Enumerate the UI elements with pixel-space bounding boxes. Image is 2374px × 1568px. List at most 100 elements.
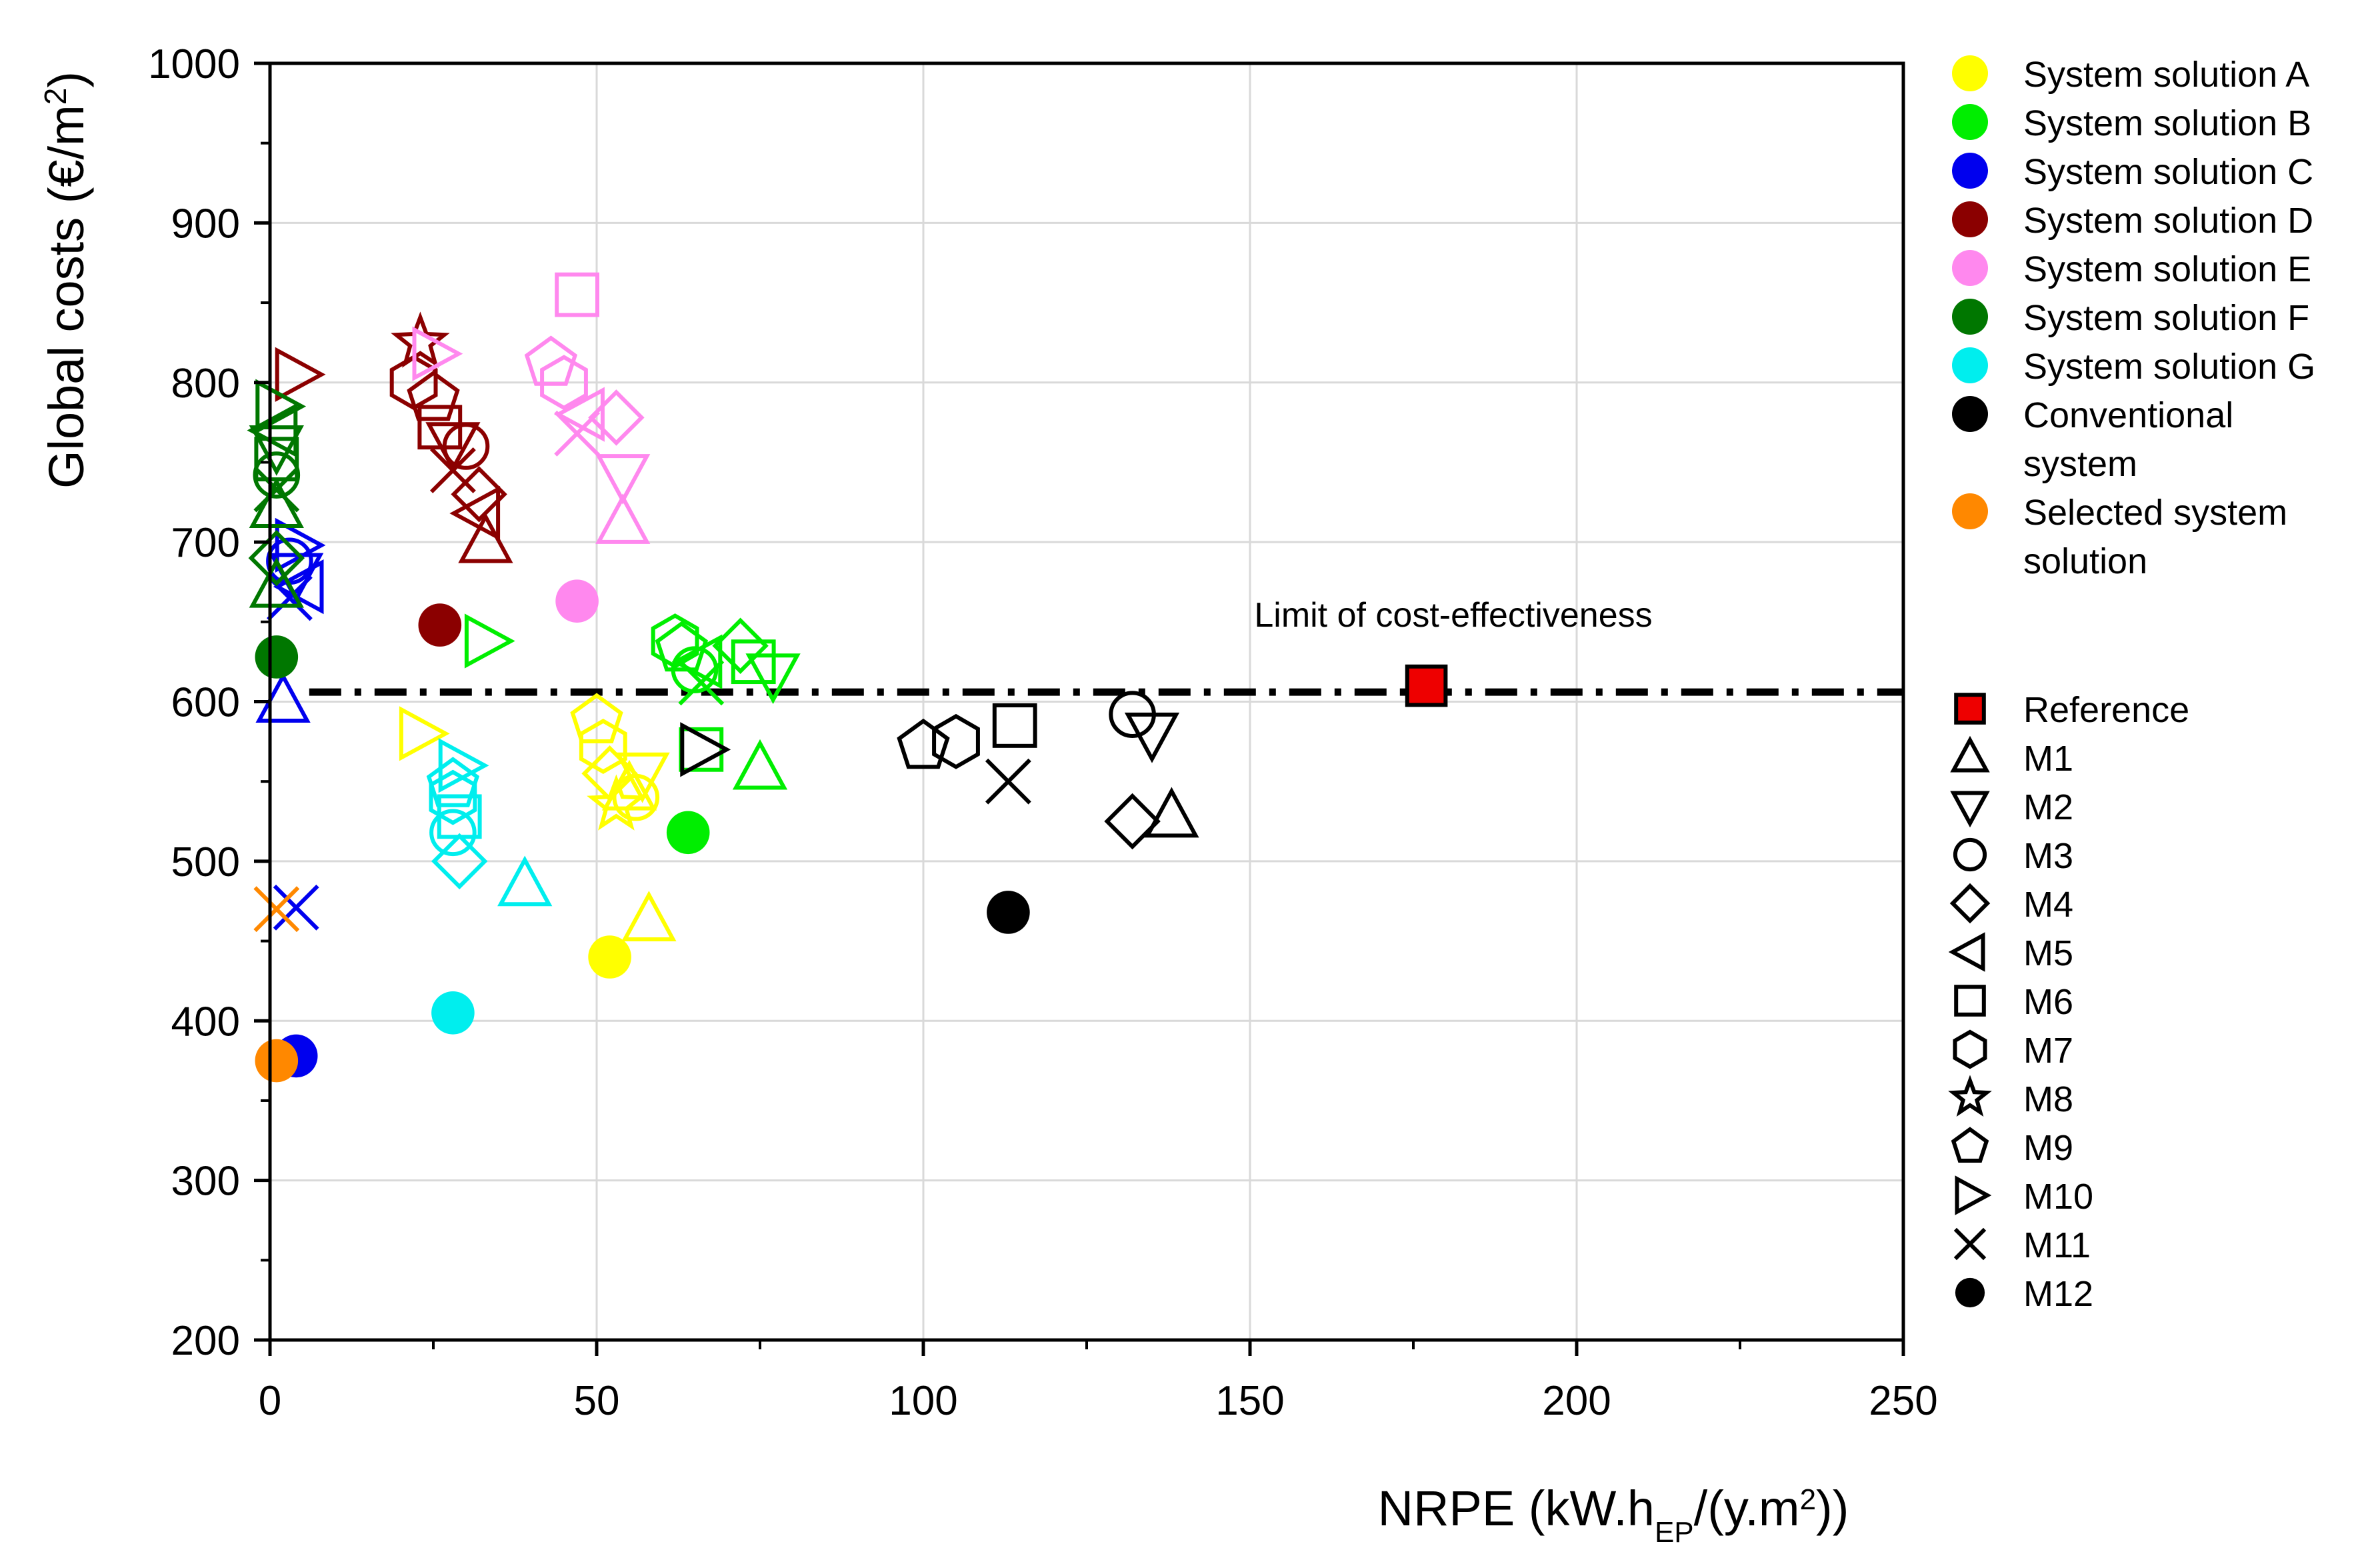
data-point	[587, 774, 646, 831]
legend-label: System solution D	[2023, 201, 2313, 241]
data-point	[666, 811, 710, 855]
data-point	[588, 389, 645, 446]
grid-lines	[270, 63, 1903, 1340]
data-point	[412, 326, 463, 381]
legend-label: Selected system	[2023, 493, 2287, 533]
data-point	[253, 466, 300, 513]
legend-marker	[1950, 791, 1990, 828]
data-point	[249, 557, 304, 608]
data-point	[612, 773, 660, 821]
data-point	[678, 659, 725, 706]
legend-label: Conventional	[2023, 395, 2233, 435]
legend-marker	[1955, 1175, 1992, 1215]
legend-label: System solution B	[2023, 103, 2311, 143]
x-tick-label: 200	[1542, 1378, 1611, 1424]
data-point	[407, 370, 460, 421]
data-point	[253, 886, 300, 933]
data-point	[451, 466, 507, 523]
data-point	[247, 403, 298, 458]
data-point	[255, 1039, 299, 1083]
legend-label: solution	[2023, 541, 2147, 581]
legend-marker	[1953, 1227, 1987, 1261]
y-tick-label: 700	[171, 520, 240, 566]
legend-label: M2	[2023, 787, 2073, 827]
legend-marker	[1953, 837, 1987, 872]
legend-label: M3	[2023, 836, 2073, 876]
y-tick-label: 800	[171, 361, 240, 407]
y-tick-label: 500	[171, 839, 240, 885]
y-tick-label: 600	[171, 680, 240, 726]
data-point	[249, 425, 304, 476]
legend-label: M1	[2023, 739, 2073, 779]
legend-marker	[1953, 1029, 1987, 1069]
legend-label: System solution A	[2023, 55, 2309, 95]
data-point	[985, 758, 1031, 805]
data-point	[431, 991, 475, 1035]
data-point	[595, 454, 651, 505]
data-point	[595, 493, 651, 544]
legend-label: System solution E	[2023, 249, 2311, 289]
reference-line-label: Limit of cost-effectiveness	[1254, 596, 1652, 635]
legend-marker	[1954, 693, 1986, 725]
x-tick-label: 150	[1215, 1378, 1284, 1424]
legend-marker	[1955, 1277, 1985, 1308]
data-point	[555, 579, 599, 623]
data-point	[731, 639, 776, 685]
legend: System solution A System solution B System…	[1948, 55, 2315, 1314]
data-point	[273, 559, 324, 615]
data-point	[497, 855, 553, 907]
data-point	[426, 757, 480, 807]
data-point	[615, 752, 670, 803]
legend-label: M8	[2023, 1079, 2073, 1119]
x-axis-title: NRPE (kW.hEP/(y.m2))	[1378, 1481, 1849, 1549]
data-point	[255, 379, 307, 434]
legend-swatch	[1952, 104, 1988, 140]
data-point	[655, 621, 709, 672]
reference-point	[1405, 664, 1448, 707]
legend-marker	[1949, 883, 1991, 924]
data-point	[418, 603, 462, 647]
x-tick-label: 50	[574, 1378, 620, 1424]
legend-swatch	[1952, 55, 1988, 91]
data-point	[399, 706, 450, 761]
legend-swatch	[1952, 153, 1988, 189]
data-point	[1124, 712, 1180, 763]
data-point	[391, 311, 450, 368]
data-point	[987, 891, 1030, 934]
data-point	[255, 635, 299, 679]
data-point	[712, 617, 769, 674]
legend-marker	[1948, 1075, 1992, 1117]
x-tick-label: 250	[1869, 1378, 1937, 1424]
data-point	[458, 512, 513, 563]
legend-swatch	[1952, 201, 1988, 237]
data-point	[442, 423, 490, 470]
data-point	[429, 769, 477, 825]
data-point	[932, 713, 980, 769]
data-point	[579, 719, 627, 774]
y-tick-label: 1000	[148, 41, 240, 87]
legend-label: M4	[2023, 885, 2073, 925]
data-points	[247, 272, 1448, 1083]
y-tick-label: 200	[171, 1318, 240, 1364]
data-point	[745, 653, 801, 705]
legend-label: system	[2023, 444, 2137, 484]
legend-swatch	[1952, 250, 1988, 286]
data-point	[555, 272, 600, 317]
data-point	[992, 703, 1037, 748]
legend-marker	[1950, 735, 1990, 773]
x-tick-label: 0	[259, 1378, 281, 1424]
y-tick-label: 400	[171, 999, 240, 1045]
legend-label: M10	[2023, 1177, 2093, 1217]
data-point	[273, 884, 319, 931]
legend-label: M6	[2023, 982, 2073, 1022]
data-point	[449, 485, 501, 541]
legend-label: M9	[2023, 1128, 2073, 1168]
data-point	[431, 833, 488, 890]
data-point	[588, 935, 631, 979]
legend-label: M12	[2023, 1274, 2093, 1314]
y-tick-label: 300	[171, 1159, 240, 1205]
data-point	[429, 447, 476, 493]
data-point	[249, 477, 304, 528]
legend-marker	[1954, 985, 1986, 1017]
